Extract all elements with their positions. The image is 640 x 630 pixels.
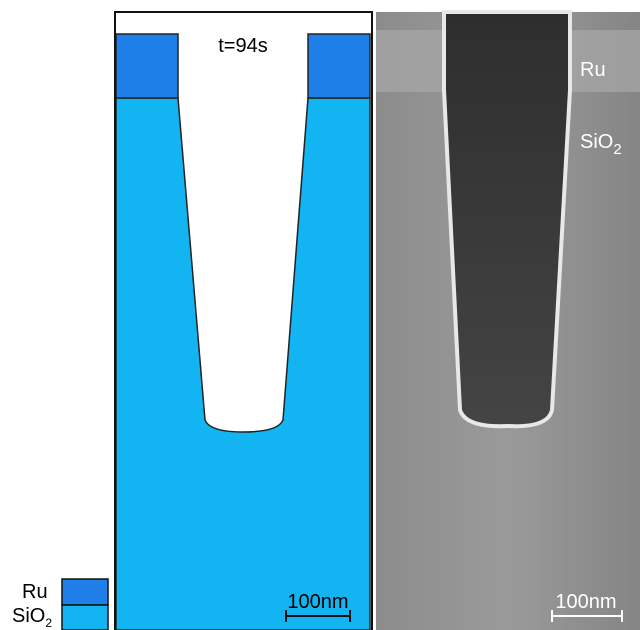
legend: Ru SiO2 xyxy=(12,579,108,630)
page: t=94s 100nm Ru SiO2 100nm Ru SiO2 (() =>… xyxy=(0,0,640,630)
legend-sio2-label: SiO2 xyxy=(12,605,52,630)
sio2-sub: 2 xyxy=(613,141,621,158)
scale-bar-label: 100nm xyxy=(287,591,348,613)
scale-bar-label: 100nm xyxy=(555,591,616,613)
simulation-panel: t=94s 100nm xyxy=(115,12,372,630)
legend-sio2-swatch xyxy=(62,605,108,630)
sio2-base: SiO xyxy=(12,605,45,627)
figure: t=94s 100nm Ru SiO2 100nm Ru SiO2 xyxy=(0,0,640,630)
sem-panel: Ru SiO2 100nm xyxy=(376,12,640,630)
legend-ru-label: Ru xyxy=(22,581,48,603)
sem-trench xyxy=(444,12,570,426)
ru-block xyxy=(308,34,370,98)
legend-ru-swatch xyxy=(62,579,108,605)
time-label: t=94s xyxy=(218,35,267,57)
ru-block xyxy=(116,34,178,98)
sio2-sub: 2 xyxy=(45,616,52,630)
ru-label: Ru xyxy=(580,59,606,81)
sio2-base: SiO xyxy=(580,131,613,153)
